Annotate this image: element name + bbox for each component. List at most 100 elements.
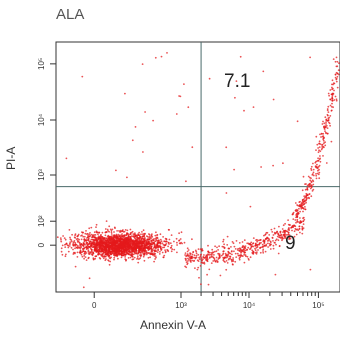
data-point — [108, 247, 111, 250]
data-point — [186, 247, 189, 250]
data-point — [318, 158, 321, 161]
data-point — [87, 237, 90, 240]
data-point — [185, 261, 188, 263]
data-point — [122, 245, 125, 248]
data-point — [109, 257, 112, 260]
data-point — [113, 249, 116, 252]
data-point — [95, 250, 98, 253]
data-point — [82, 250, 84, 253]
data-point — [69, 241, 72, 244]
data-point — [120, 249, 123, 252]
data-point — [84, 243, 86, 246]
data-point — [66, 244, 69, 247]
data-point — [116, 254, 119, 257]
data-point — [239, 55, 242, 58]
data-point — [173, 240, 175, 243]
data-point — [159, 233, 162, 236]
data-point — [96, 244, 98, 247]
data-point — [278, 245, 281, 248]
data-point — [153, 238, 156, 240]
data-point — [98, 231, 101, 234]
data-point — [336, 60, 339, 63]
data-point — [325, 124, 328, 127]
data-point — [213, 254, 215, 256]
data-point — [79, 247, 82, 250]
data-point — [331, 99, 334, 102]
data-point — [127, 236, 130, 238]
data-point — [88, 227, 91, 230]
data-point — [90, 233, 93, 236]
data-point — [193, 259, 196, 262]
data-point — [200, 257, 203, 259]
data-point — [141, 245, 143, 248]
data-point — [335, 56, 338, 59]
data-point — [227, 258, 230, 261]
data-point — [304, 188, 307, 191]
data-point — [91, 246, 94, 249]
data-point — [120, 242, 123, 245]
data-point — [213, 259, 216, 262]
data-point — [127, 257, 130, 259]
data-point — [193, 254, 196, 257]
data-point — [109, 251, 112, 254]
data-point — [152, 253, 155, 256]
data-point — [108, 225, 111, 228]
data-point — [277, 232, 279, 235]
data-point — [124, 252, 126, 254]
data-point — [227, 250, 230, 253]
data-point — [74, 265, 77, 268]
data-point — [303, 195, 306, 198]
data-point — [287, 235, 290, 238]
data-point — [143, 232, 146, 235]
data-point — [299, 200, 301, 203]
data-point — [89, 234, 92, 237]
data-point — [288, 238, 290, 241]
data-point — [282, 162, 284, 165]
data-point — [148, 233, 151, 236]
data-point — [157, 242, 160, 244]
data-point — [321, 147, 324, 150]
data-point — [222, 240, 225, 243]
data-point — [112, 245, 114, 247]
data-point — [85, 246, 88, 249]
data-point — [121, 238, 124, 241]
data-point — [196, 268, 199, 271]
data-point — [312, 162, 314, 165]
data-point — [139, 245, 142, 248]
data-point — [139, 255, 142, 258]
data-point — [83, 235, 86, 238]
data-point — [132, 258, 135, 261]
data-point — [312, 174, 315, 177]
data-point — [197, 248, 200, 251]
data-point — [281, 236, 283, 238]
data-point — [269, 248, 272, 250]
data-point — [90, 242, 93, 245]
data-point — [123, 234, 126, 237]
data-point — [334, 73, 337, 76]
data-point — [95, 226, 97, 229]
data-point — [175, 113, 178, 115]
data-point — [288, 234, 291, 237]
data-point — [125, 242, 128, 245]
data-point — [150, 237, 152, 240]
data-point — [83, 257, 85, 260]
data-point — [322, 135, 325, 138]
data-point — [252, 242, 254, 245]
data-point — [116, 240, 119, 243]
data-point — [270, 228, 273, 231]
data-point — [317, 159, 320, 162]
data-point — [243, 261, 246, 264]
data-point — [139, 254, 141, 257]
data-point — [108, 254, 111, 257]
data-point — [323, 136, 325, 139]
data-point — [198, 256, 201, 259]
data-point — [98, 248, 101, 251]
data-point — [81, 75, 84, 78]
data-point — [328, 116, 331, 119]
data-point — [122, 229, 124, 231]
data-point — [219, 274, 222, 277]
data-point — [288, 227, 290, 229]
data-point — [299, 205, 301, 207]
data-point — [124, 253, 127, 256]
data-point — [305, 194, 308, 197]
